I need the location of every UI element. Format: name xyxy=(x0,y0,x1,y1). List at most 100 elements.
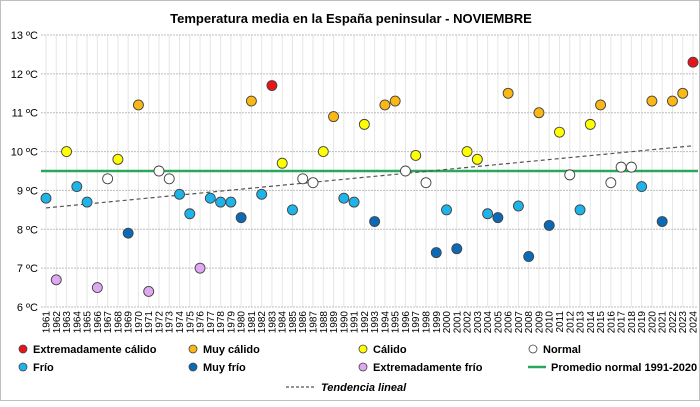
data-point-1961 xyxy=(40,192,52,204)
x-tick-label: 1982 xyxy=(257,311,268,334)
data-point-1997 xyxy=(410,150,422,161)
data-point-1989 xyxy=(328,111,340,123)
x-tick-label: 2017 xyxy=(617,311,628,334)
data-point-1992 xyxy=(358,118,370,130)
legend-label-c: Cálido xyxy=(373,344,407,356)
x-tick-label: 2018 xyxy=(627,311,638,334)
data-point-1996 xyxy=(399,165,411,177)
data-point-2020 xyxy=(646,95,658,107)
x-tick-label: 1991 xyxy=(350,311,361,334)
data-point-2014 xyxy=(584,118,596,130)
y-tick-label: 13 ºC xyxy=(11,30,38,42)
x-tick-label: 1978 xyxy=(216,311,227,334)
data-point-1984 xyxy=(276,157,288,169)
x-tick-label: 1985 xyxy=(288,311,299,334)
data-point-1978 xyxy=(215,196,227,208)
data-point-2008 xyxy=(523,251,535,262)
data-point-2023 xyxy=(677,87,689,99)
data-point-1990 xyxy=(338,192,350,204)
y-tick-label: 7 ºC xyxy=(17,263,38,275)
x-tick-label: 1996 xyxy=(401,311,412,334)
data-point-1998 xyxy=(420,177,432,189)
data-point-2022 xyxy=(667,95,678,107)
data-point-1987 xyxy=(307,177,319,189)
data-point-2001 xyxy=(451,243,463,255)
data-point-1982 xyxy=(256,188,268,200)
x-tick-label: 1989 xyxy=(329,311,340,334)
x-tick-label: 2021 xyxy=(658,311,669,334)
x-tick-label: 1972 xyxy=(154,311,165,334)
y-axis-labels: 6 ºC 7 ºC 8 ºC 9 ºC 10 ºC 11 ºC 12 ºC 13 ºC xyxy=(11,30,38,314)
legend-marker-f xyxy=(18,362,28,372)
data-point-1981 xyxy=(245,95,257,107)
x-tick-label: 1963 xyxy=(62,311,73,334)
data-point-1964 xyxy=(71,181,83,192)
data-point-2024 xyxy=(687,56,699,68)
data-point-1962 xyxy=(50,274,62,286)
x-tick-label: 1983 xyxy=(267,311,278,334)
x-tick-label: 1962 xyxy=(52,311,63,334)
data-point-1969 xyxy=(122,227,134,239)
y-tick-label: 10 ºC xyxy=(11,147,38,159)
reference-lines xyxy=(41,145,698,209)
x-tick-label: 2024 xyxy=(689,311,700,334)
data-point-2009 xyxy=(533,107,545,119)
x-tick-label: 2013 xyxy=(576,311,587,334)
x-tick-label: 1971 xyxy=(144,311,155,334)
data-point-1999 xyxy=(430,247,442,259)
data-point-1983 xyxy=(266,80,278,91)
data-point-1972 xyxy=(153,165,165,177)
x-tick-label: 1966 xyxy=(93,311,104,334)
x-tick-label: 1976 xyxy=(196,311,207,334)
legend-marker-n xyxy=(528,344,538,354)
trend-line xyxy=(45,145,694,209)
x-tick-label: 2020 xyxy=(647,311,658,334)
data-point-1979 xyxy=(225,196,237,208)
data-point-2003 xyxy=(471,153,483,165)
data-point-1986 xyxy=(297,173,309,185)
legend: Extremadamente cálido Muy cálido Cálido Nor… xyxy=(18,344,697,394)
data-points xyxy=(40,56,699,297)
x-tick-label: 1993 xyxy=(370,311,381,334)
legend-label-normal: Promedio normal 1991-2020 xyxy=(551,362,697,374)
x-tick-label: 2011 xyxy=(555,311,566,333)
legend-label-ec: Extremadamente cálido xyxy=(33,344,157,356)
x-tick-label: 1997 xyxy=(411,311,422,334)
legend-label-mc: Muy cálido xyxy=(203,344,260,356)
x-tick-label: 1973 xyxy=(165,311,176,334)
legend-marker-ec xyxy=(18,344,28,354)
x-tick-label: 1990 xyxy=(339,311,350,334)
data-point-1976 xyxy=(194,262,206,274)
x-tick-label: 2006 xyxy=(504,311,515,334)
data-point-1968 xyxy=(112,153,124,165)
x-tick-label: 1984 xyxy=(278,311,289,334)
data-point-1965 xyxy=(81,196,93,208)
data-point-2017 xyxy=(615,161,627,173)
x-tick-label: 1965 xyxy=(83,311,94,334)
legend-marker-mf xyxy=(188,362,198,372)
x-tick-label: 2008 xyxy=(524,311,535,334)
data-point-1967 xyxy=(102,173,114,185)
x-tick-label: 2009 xyxy=(534,311,545,334)
data-point-1974 xyxy=(174,188,185,200)
legend-label-f: Frío xyxy=(33,362,54,374)
x-tick-label: 1999 xyxy=(432,311,443,334)
x-tick-label: 1964 xyxy=(72,311,83,334)
x-tick-label: 1992 xyxy=(360,311,371,334)
x-tick-label: 2000 xyxy=(442,311,453,334)
data-point-2019 xyxy=(636,181,648,192)
data-point-2007 xyxy=(512,200,524,212)
data-point-2002 xyxy=(461,146,473,158)
x-tick-label: 2014 xyxy=(586,311,597,334)
x-tick-label: 2003 xyxy=(473,311,484,334)
data-point-1993 xyxy=(369,216,381,227)
data-point-2013 xyxy=(574,204,586,216)
x-tick-label: 2022 xyxy=(668,311,679,334)
x-tick-label: 1975 xyxy=(185,311,196,334)
x-tick-label: 1981 xyxy=(247,311,258,334)
data-point-1973 xyxy=(163,173,175,185)
data-point-1991 xyxy=(348,196,360,208)
data-point-2011 xyxy=(554,126,565,138)
x-axis-labels: 1961 1962 1963 1964 1965 1966 1967 1968 1969 1970… xyxy=(42,311,700,334)
y-tick-label: 9 ºC xyxy=(17,185,38,197)
